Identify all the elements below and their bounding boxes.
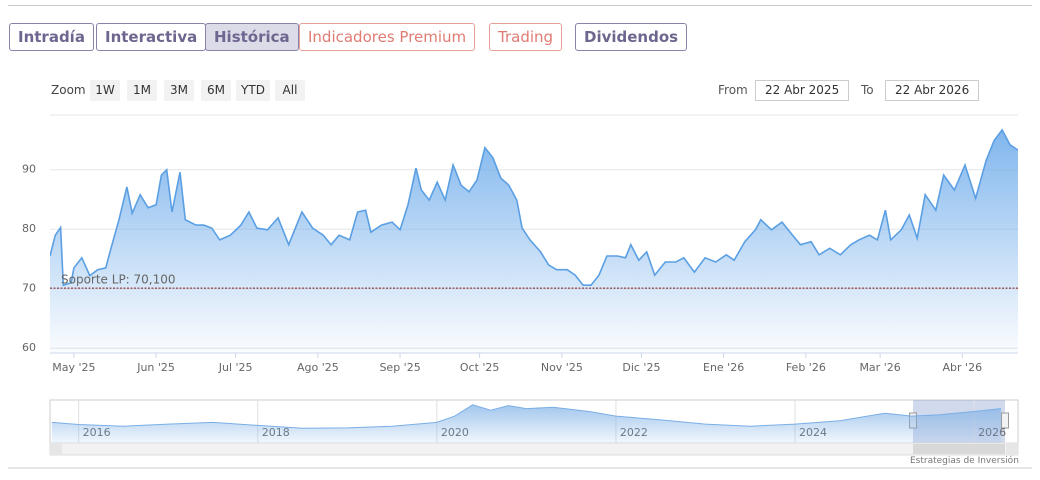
scrollbar-thumb[interactable] xyxy=(913,444,1005,454)
zoom-button[interactable]: 1M xyxy=(127,80,157,101)
scroll-right[interactable] xyxy=(1006,443,1018,455)
x-tick-label: Nov '25 xyxy=(541,361,583,374)
zoom-button[interactable]: 6M xyxy=(201,80,231,101)
x-tick-label: Dic '25 xyxy=(622,361,660,374)
credit: Estrategias de Inversión xyxy=(910,456,1019,466)
price-line xyxy=(50,128,1018,287)
x-tick-label: Abr '26 xyxy=(943,361,983,374)
support-label: Soporte LP: 70,100 xyxy=(61,273,176,287)
x-tick-label: Ene '26 xyxy=(703,361,744,374)
to-input[interactable]: 22 Abr 2026 xyxy=(885,80,980,101)
top-rule xyxy=(8,5,1032,6)
area-fill xyxy=(50,129,1018,353)
x-tick-label: Ago '25 xyxy=(297,361,339,374)
y-tick-label: 60 xyxy=(22,341,36,354)
tab[interactable]: Indicadores Premium xyxy=(299,23,476,51)
x-tick-label: Mar '26 xyxy=(859,361,900,374)
tab[interactable]: Trading xyxy=(489,23,563,51)
plot-clip xyxy=(50,128,1018,353)
x-tick-label: Feb '26 xyxy=(786,361,826,374)
y-tick-label: 80 xyxy=(22,222,36,235)
chart: 60 70 80 90 May '25 Jun '25 Jul '25 Ago '25 Sep … xyxy=(8,114,1032,469)
zoom-label: Zoom xyxy=(51,83,86,97)
to-label: To xyxy=(861,83,874,97)
navigator-handle[interactable] xyxy=(1001,412,1009,429)
price-line xyxy=(51,404,1002,429)
tab[interactable]: Histórica xyxy=(205,23,299,51)
x-tick-label: Jun '25 xyxy=(136,361,175,374)
from-input[interactable]: 22 Abr 2025 xyxy=(755,80,850,101)
area-fill xyxy=(51,404,1001,443)
zoom-button[interactable]: YTD xyxy=(236,80,270,101)
x-tick-label: May '25 xyxy=(52,361,95,374)
x-tick-label: Sep '25 xyxy=(379,361,420,374)
zoom-button[interactable]: All xyxy=(275,80,305,101)
y-tick-label: 90 xyxy=(22,163,36,176)
y-tick-label: 70 xyxy=(22,282,36,295)
x-tick-label: Jul '25 xyxy=(218,361,253,374)
zoom-button[interactable]: 3M xyxy=(164,80,194,101)
tab[interactable]: Intradía xyxy=(9,23,94,51)
zoom-button[interactable]: 1W xyxy=(90,80,120,101)
x-tick-label: Oct '25 xyxy=(460,361,500,374)
scroll-left[interactable] xyxy=(50,443,62,455)
from-label: From xyxy=(718,83,748,97)
scrollbar[interactable] xyxy=(49,442,1019,456)
tab[interactable]: Dividendos xyxy=(575,23,688,51)
